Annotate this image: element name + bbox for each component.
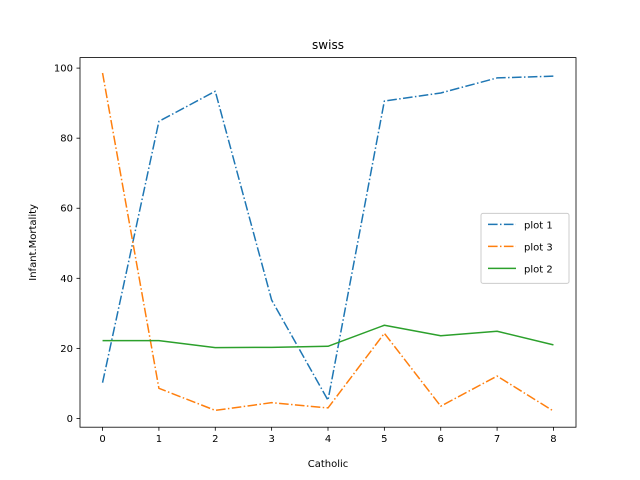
x-axis-label: Catholic	[308, 459, 349, 470]
x-tick-label: 2	[212, 434, 218, 445]
x-tick-label: 8	[550, 434, 556, 445]
x-tick-label: 1	[156, 434, 162, 445]
y-axis-label: Infant.Mortality	[28, 204, 39, 281]
legend-frame	[480, 212, 570, 284]
x-tick-label: 5	[381, 434, 387, 445]
y-tick-label: 0	[67, 414, 73, 425]
series-line-3	[102, 324, 554, 349]
y-tick-label: 80	[60, 134, 73, 145]
chart-title: swiss	[312, 38, 344, 52]
legend: plot 1 plot 3 plot 2	[480, 212, 570, 284]
legend-label-2: plot 3	[524, 242, 553, 253]
x-tick-label: 6	[438, 434, 444, 445]
series-line-1	[101, 75, 554, 401]
legend-label-3: plot 2	[524, 264, 553, 275]
x-tick-label: 4	[325, 434, 331, 445]
series-line-2	[101, 72, 554, 412]
x-tick-label: 7	[494, 434, 500, 445]
y-tick-label: 40	[60, 274, 73, 285]
legend-label-1: plot 1	[524, 220, 553, 231]
y-tick-label: 60	[60, 204, 73, 215]
x-tick-label: 0	[99, 434, 105, 445]
y-tick-label: 20	[60, 344, 73, 355]
x-tick-label: 3	[268, 434, 274, 445]
y-tick-label: 100	[54, 64, 73, 75]
